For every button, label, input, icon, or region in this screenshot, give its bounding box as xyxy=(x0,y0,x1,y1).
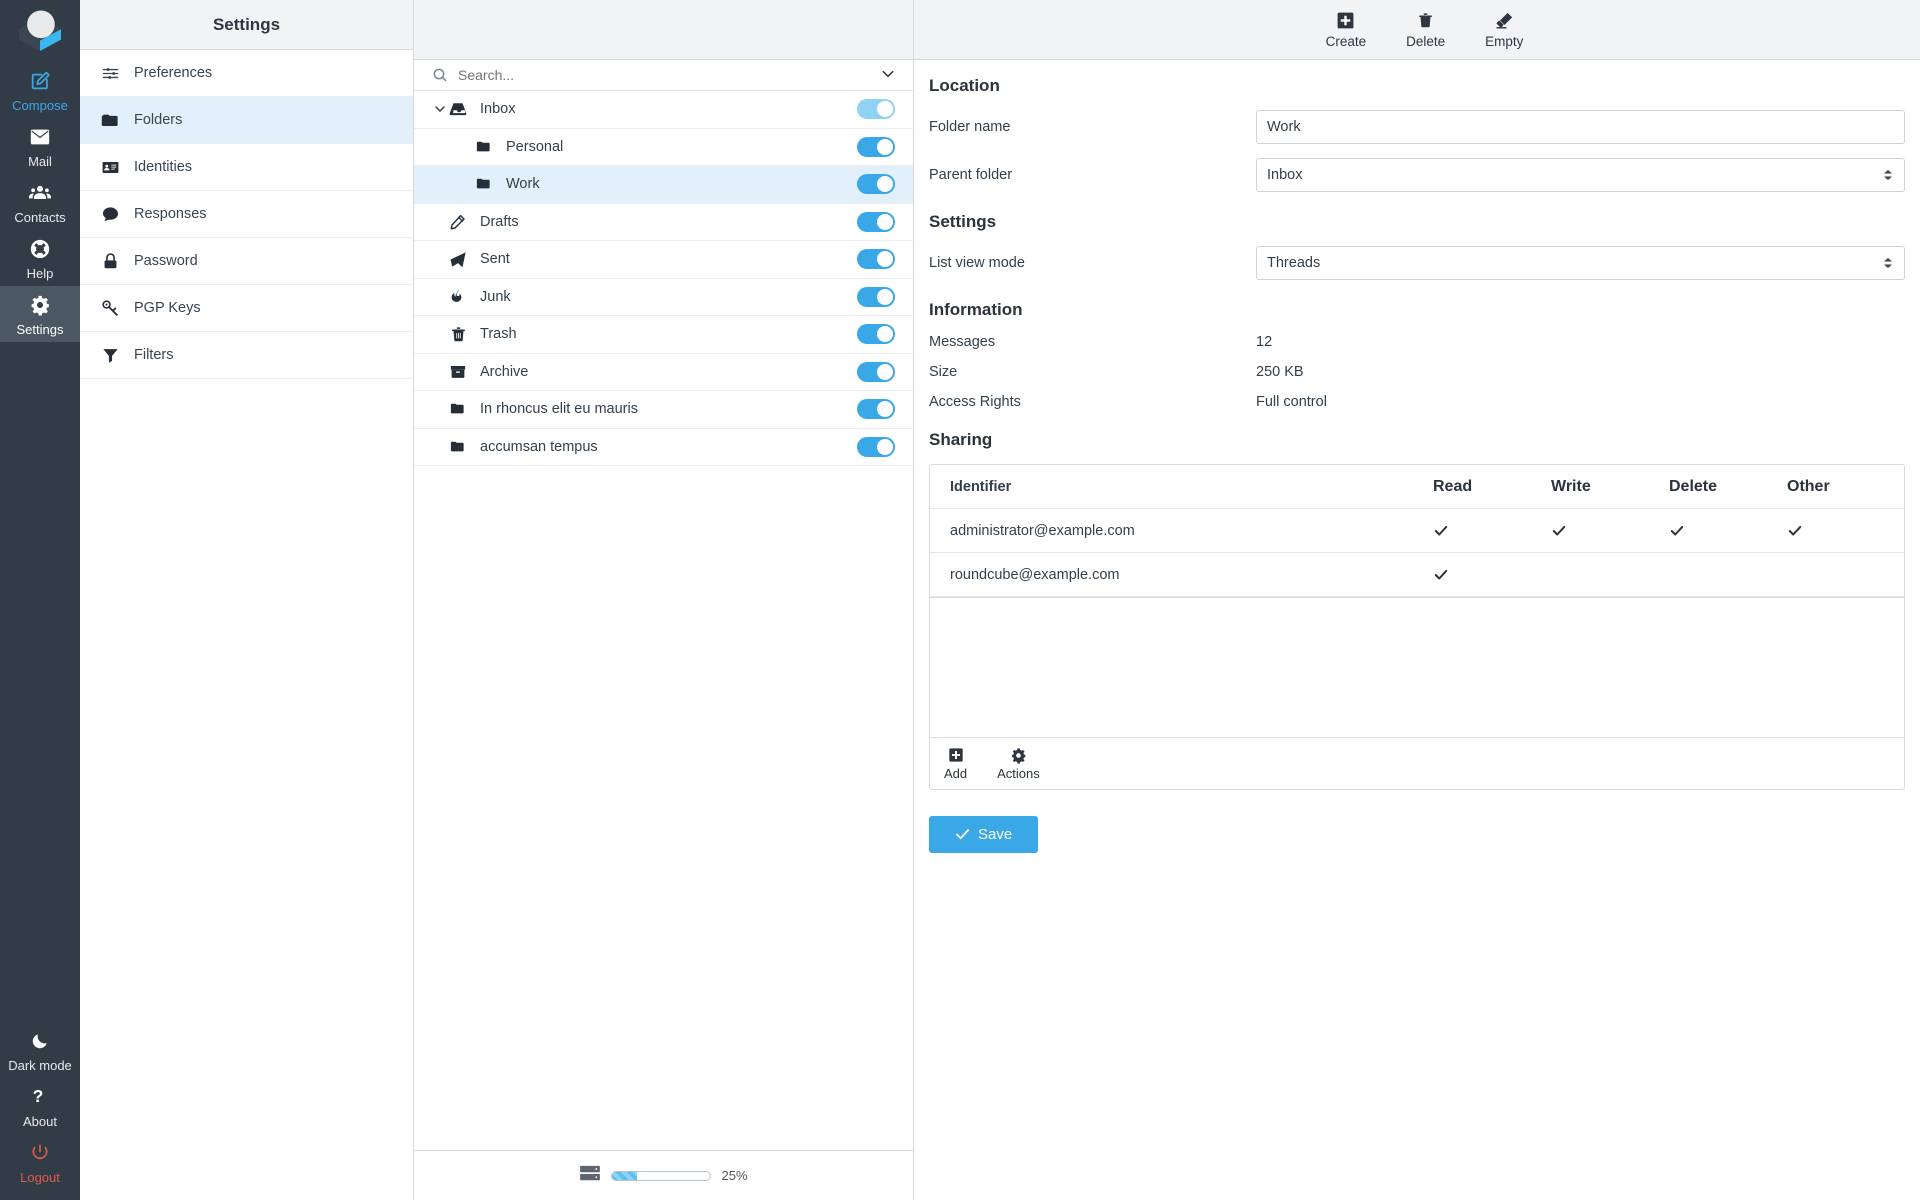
svg-text:?: ? xyxy=(33,1086,44,1106)
